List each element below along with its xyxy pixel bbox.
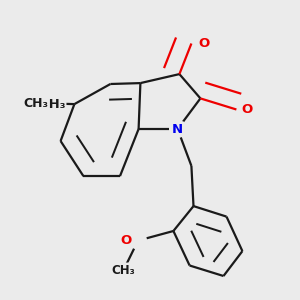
Text: O: O [241,103,252,116]
Text: O: O [121,234,132,247]
Text: N: N [172,122,183,136]
Text: O: O [198,37,209,50]
Text: CH₃: CH₃ [112,263,136,277]
Text: CH₃: CH₃ [39,98,65,111]
Text: CH₃: CH₃ [24,97,49,110]
